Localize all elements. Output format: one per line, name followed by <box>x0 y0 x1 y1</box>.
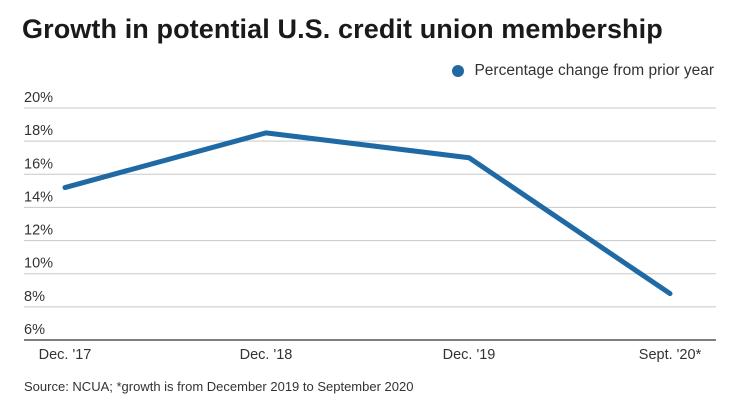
legend: Percentage change from prior year <box>452 62 714 80</box>
x-tick-label: Dec. '17 <box>39 347 92 363</box>
y-tick-label: 18% <box>24 123 53 139</box>
y-tick-label: 10% <box>24 256 53 272</box>
series-line <box>62 130 673 297</box>
x-tick-label: Sept. '20* <box>639 347 702 363</box>
source-note: Source: NCUA; *growth is from December 2… <box>24 379 414 394</box>
y-tick-label: 16% <box>24 156 53 172</box>
x-tick-label: Dec. '19 <box>443 347 496 363</box>
y-tick-label: 8% <box>24 289 45 305</box>
legend-marker-icon <box>452 65 465 77</box>
legend-label: Percentage change from prior year <box>474 62 714 79</box>
y-tick-label: 14% <box>24 189 53 205</box>
x-tick-label: Dec. '18 <box>240 347 293 363</box>
y-tick-label: 6% <box>24 322 45 338</box>
y-tick-label: 20% <box>24 90 53 106</box>
y-tick-label: 12% <box>24 223 53 239</box>
chart-title: Growth in potential U.S. credit union me… <box>22 14 663 44</box>
